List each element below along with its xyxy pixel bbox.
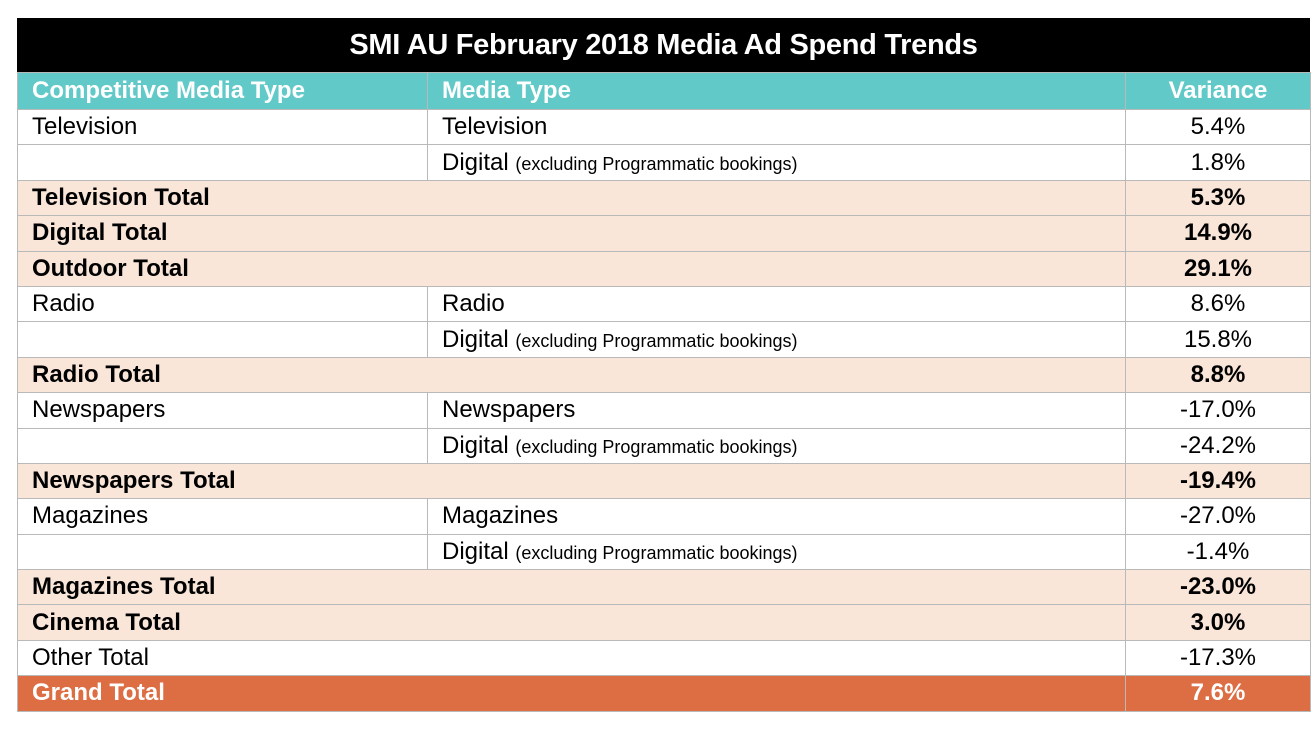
header-row: Competitive Media Type Media Type Varian… [17,72,1311,110]
variance-cell: 5.4% [1125,108,1311,146]
competitive-media-type-cell [17,533,428,571]
variance-cell: 8.6% [1125,285,1311,323]
media-type-note: (excluding Programmatic bookings) [515,436,798,457]
variance-cell: -24.2% [1125,427,1311,464]
variance-cell: 29.1% [1125,250,1311,287]
table-row: Digital (excluding Programmatic bookings… [17,321,1311,358]
table-title: SMI AU February 2018 Media Ad Spend Tren… [17,18,1310,72]
variance-cell: -27.0% [1125,498,1311,535]
media-type-label: Digital [442,148,509,176]
variance-cell: -17.0% [1125,392,1311,429]
variance-cell: -19.4% [1125,462,1311,500]
variance-cell: 8.8% [1125,356,1311,394]
header-variance: Variance [1125,72,1311,110]
media-type-cell: Digital (excluding Programmatic bookings… [427,533,1126,571]
total-label-cell: Outdoor Total [17,250,1126,287]
media-type-cell: Radio [427,285,1126,323]
table-row: Digital (excluding Programmatic bookings… [17,427,1311,464]
media-type-label: Television [442,113,548,141]
grand-total-row: Grand Total 7.6% [17,675,1311,712]
variance-cell: -23.0% [1125,569,1311,606]
table-row: Newspapers Newspapers -17.0% [17,392,1311,429]
media-type-label: Radio [442,290,505,318]
media-type-cell: Television [427,108,1126,146]
media-type-cell: Digital (excluding Programmatic bookings… [427,427,1126,464]
total-label-cell: Magazines Total [17,569,1126,606]
total-label-cell: Television Total [17,179,1126,217]
media-type-label: Magazines [442,502,559,530]
media-type-label: Digital [442,325,509,353]
table-row: Digital (excluding Programmatic bookings… [17,144,1311,181]
total-row: Digital Total 14.9% [17,215,1311,252]
media-type-label: Newspapers [442,396,576,424]
variance-cell: 14.9% [1125,215,1311,252]
media-type-note: (excluding Programmatic bookings) [515,542,798,563]
header-media-type: Media Type [427,72,1126,110]
table-row: Digital (excluding Programmatic bookings… [17,533,1311,571]
media-type-cell: Magazines [427,498,1126,535]
total-label-cell: Grand Total [17,675,1126,712]
total-label-cell: Cinema Total [17,604,1126,641]
table-body: Television Television 5.4% Digital (excludi… [17,108,1311,712]
competitive-media-type-cell: Magazines [17,498,428,535]
variance-cell: -17.3% [1125,639,1311,677]
media-type-label: Digital [442,537,509,565]
header-competitive-media-type: Competitive Media Type [17,72,428,110]
total-row: Magazines Total -23.0% [17,569,1311,606]
total-label-cell: Newspapers Total [17,462,1126,500]
variance-cell: 5.3% [1125,179,1311,217]
variance-cell: -1.4% [1125,533,1311,571]
table-row: Television Television 5.4% [17,108,1311,146]
competitive-media-type-cell: Newspapers [17,392,428,429]
media-type-cell: Digital (excluding Programmatic bookings… [427,144,1126,181]
media-type-label: Digital [442,431,509,459]
variance-cell: 7.6% [1125,675,1311,712]
variance-cell: 3.0% [1125,604,1311,641]
variance-cell: 15.8% [1125,321,1311,358]
competitive-media-type-cell: Television [17,108,428,146]
total-row: Other Total -17.3% [17,639,1311,677]
table-row: Radio Radio 8.6% [17,285,1311,323]
competitive-media-type-cell [17,321,428,358]
media-type-cell: Digital (excluding Programmatic bookings… [427,321,1126,358]
media-type-cell: Newspapers [427,392,1126,429]
total-row: Television Total 5.3% [17,179,1311,217]
total-row: Outdoor Total 29.1% [17,250,1311,287]
total-row: Radio Total 8.8% [17,356,1311,394]
report-table-container: SMI AU February 2018 Media Ad Spend Tren… [17,18,1311,712]
media-type-note: (excluding Programmatic bookings) [515,153,798,174]
table-row: Magazines Magazines -27.0% [17,498,1311,535]
total-label-cell: Other Total [17,639,1126,677]
media-type-note: (excluding Programmatic bookings) [515,330,798,351]
total-label-cell: Radio Total [17,356,1126,394]
ad-spend-table: Competitive Media Type Media Type Varian… [17,72,1311,712]
competitive-media-type-cell [17,427,428,464]
variance-cell: 1.8% [1125,144,1311,181]
total-label-cell: Digital Total [17,215,1126,252]
competitive-media-type-cell [17,144,428,181]
competitive-media-type-cell: Radio [17,285,428,323]
total-row: Newspapers Total -19.4% [17,462,1311,500]
total-row: Cinema Total 3.0% [17,604,1311,641]
